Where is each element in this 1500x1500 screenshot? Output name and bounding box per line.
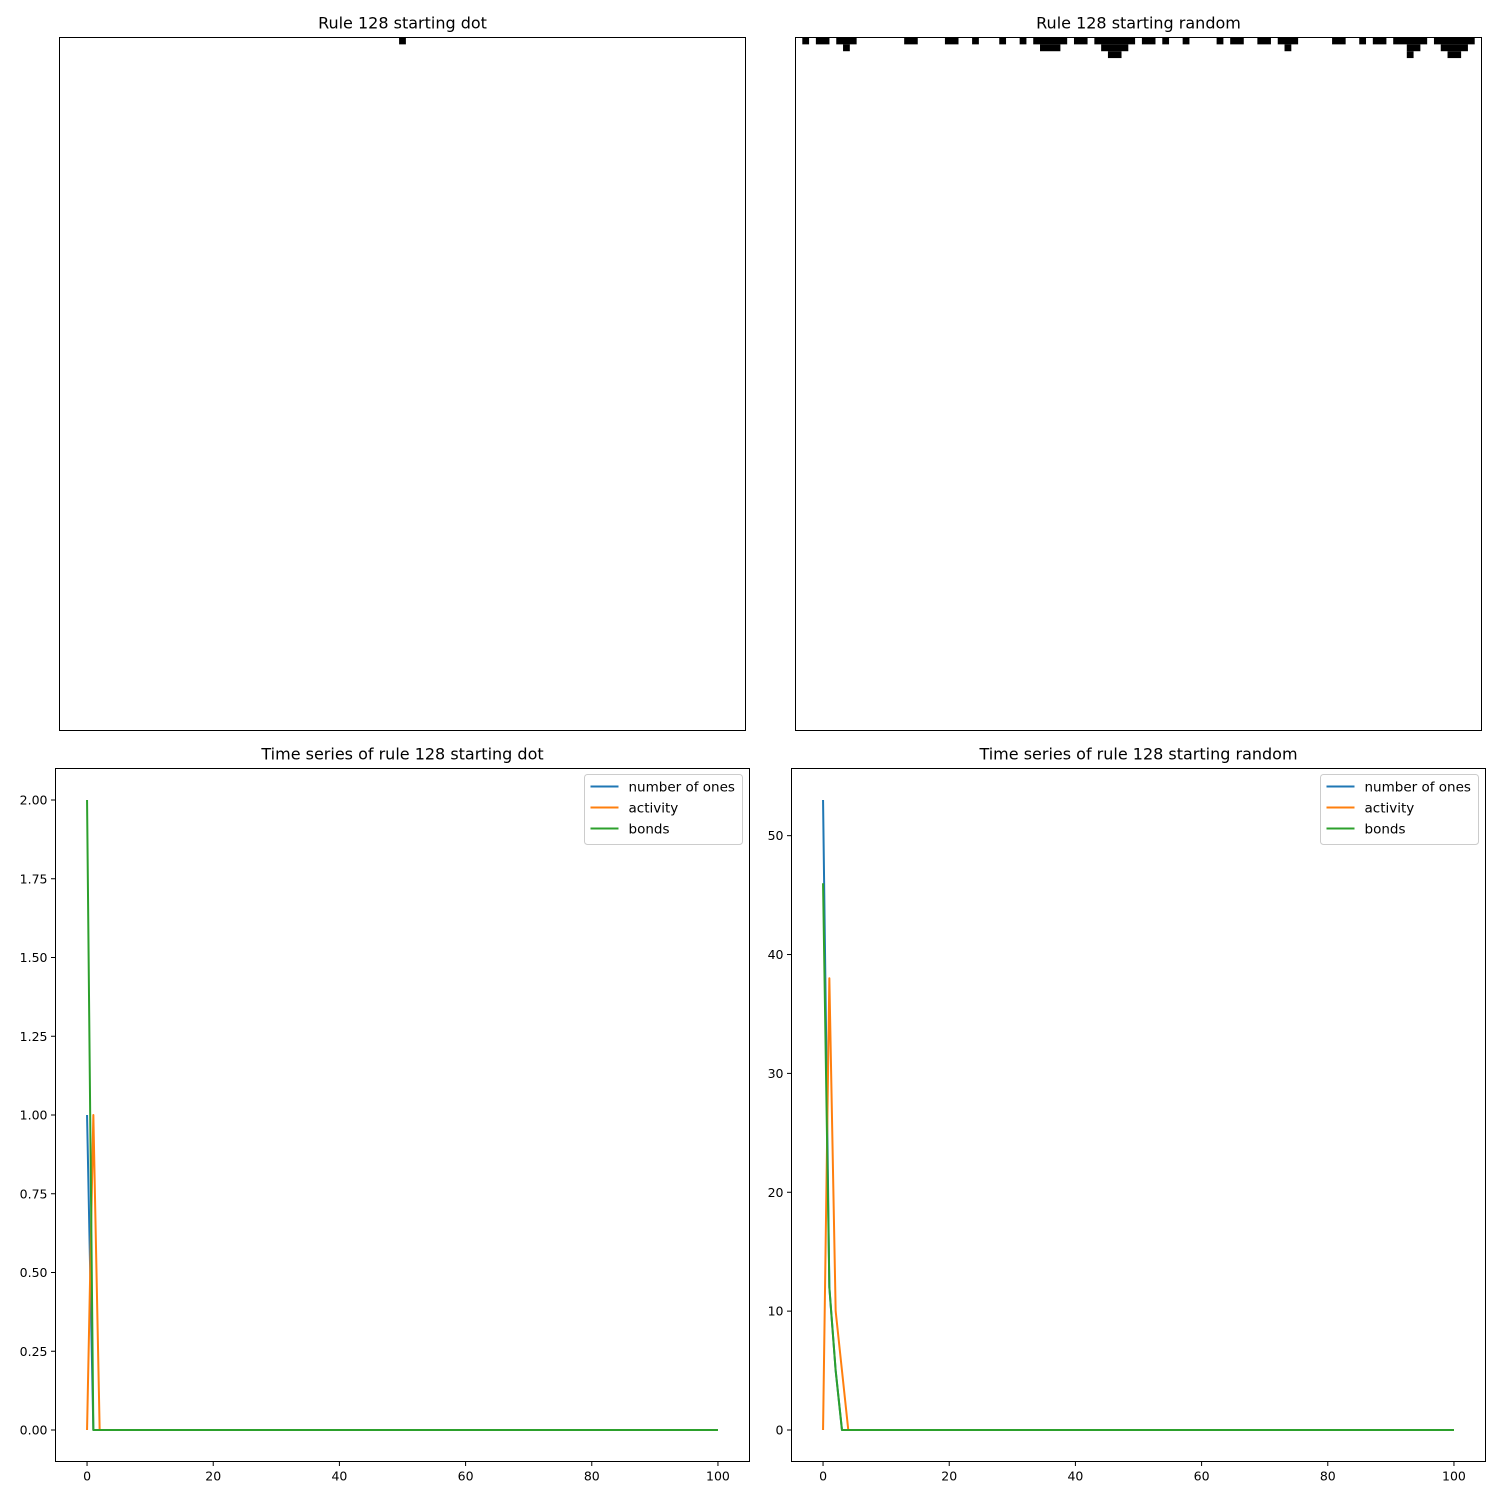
y-tick-label: 0.00 — [20, 1423, 48, 1438]
heatmap-cell — [1040, 44, 1061, 52]
x-tick-label: 20 — [205, 1469, 221, 1484]
heatmap-cell — [1393, 37, 1428, 45]
series-line-activity — [822, 977, 1454, 1431]
axes-frame — [791, 768, 1486, 1462]
legend-box — [1320, 774, 1479, 845]
heatmap-cell — [999, 37, 1007, 45]
x-tick-label: 100 — [706, 1469, 730, 1484]
heatmap-cell — [944, 37, 959, 45]
axes-frame — [59, 37, 746, 731]
legend: number of ones activity bonds — [1320, 774, 1479, 845]
heatmap-cell — [815, 37, 830, 45]
heatmap-cell — [1094, 37, 1136, 45]
x-tick-label: 80 — [1320, 1469, 1336, 1484]
heatmap-cell — [1216, 37, 1224, 45]
heatmap-panel: Rule 128 starting dot — [59, 14, 746, 731]
x-tick-label: 0 — [819, 1469, 827, 1484]
heatmap-cell — [1141, 37, 1156, 45]
x-tick-label: 20 — [941, 1469, 957, 1484]
x-tick-label: 60 — [458, 1469, 474, 1484]
chart-title: Rule 128 starting random — [1036, 14, 1241, 33]
legend: number of ones activity bonds — [584, 774, 743, 845]
heatmap-cell — [1257, 37, 1271, 45]
heatmap-cell — [1277, 37, 1299, 45]
legend-label: activity — [1365, 801, 1415, 817]
heatmap-cell — [1162, 37, 1170, 45]
legend-box — [584, 774, 743, 845]
line-chart-panel: 0 20 40 60 80 100 0.00 0.25 0.50 0.75 1.00 1.25 1.50… — [20, 745, 750, 1484]
chart-title: Time series of rule 128 starting dot — [260, 745, 543, 764]
heatmap-cell — [1019, 37, 1027, 45]
heatmap-cell — [1406, 44, 1421, 52]
legend-label: bonds — [1365, 822, 1406, 838]
legend-label: activity — [629, 801, 679, 817]
heatmap-background — [59, 37, 746, 731]
heatmap-background — [795, 37, 1482, 731]
chart-title: Rule 128 starting dot — [318, 14, 487, 33]
y-tick-label: 1.00 — [20, 1108, 48, 1123]
heatmap-cell — [1372, 37, 1387, 45]
y-tick-label: 0.25 — [20, 1344, 48, 1359]
heatmap-cell — [1406, 51, 1414, 59]
axes-frame — [55, 768, 750, 1462]
chart-title: Time series of rule 128 starting random — [978, 745, 1297, 764]
heatmap-cell — [843, 44, 850, 52]
heatmap-cell — [972, 37, 979, 45]
heatmap-cell — [836, 37, 857, 45]
heatmap-cell — [1033, 37, 1068, 45]
x-tick-label: 40 — [1067, 1469, 1083, 1484]
series-line-number-of-ones — [86, 1114, 718, 1431]
heatmap-cell — [1073, 37, 1088, 45]
heatmap-panel: Rule 128 starting random — [795, 14, 1482, 731]
x-tick-label: 80 — [584, 1469, 600, 1484]
y-tick-label: 0.50 — [20, 1265, 48, 1280]
series-line-bonds — [822, 883, 1454, 1431]
y-tick-label: 0 — [776, 1423, 784, 1438]
series-line-bonds — [86, 799, 718, 1431]
y-tick-label: 1.50 — [20, 950, 48, 965]
heatmap-cell — [1359, 37, 1367, 45]
axes-frame — [795, 37, 1482, 731]
y-tick-label: 40 — [768, 947, 784, 962]
heatmap-cell — [1433, 37, 1475, 45]
x-tick-label: 40 — [331, 1469, 347, 1484]
heatmap-cell — [1440, 44, 1468, 52]
x-tick-label: 60 — [1194, 1469, 1210, 1484]
y-tick-label: 30 — [768, 1066, 784, 1081]
legend-label: number of ones — [629, 780, 735, 796]
heatmap-cell — [802, 37, 810, 45]
y-tick-label: 0.75 — [20, 1186, 48, 1201]
line-chart-panel: 0 20 40 60 80 100 0 10 20 30 40 50 Time series of ru… — [768, 745, 1486, 1484]
heatmap-cell — [1107, 51, 1122, 59]
legend-label: bonds — [629, 822, 670, 838]
y-tick-label: 10 — [768, 1304, 784, 1319]
legend-label: number of ones — [1365, 780, 1471, 796]
x-tick-label: 100 — [1442, 1469, 1466, 1484]
heatmap-cell — [904, 37, 918, 45]
heatmap-cell — [1284, 44, 1292, 52]
x-tick-label: 0 — [83, 1469, 91, 1484]
y-tick-label: 2.00 — [20, 793, 48, 808]
heatmap-cell — [1230, 37, 1244, 45]
y-tick-label: 20 — [768, 1185, 784, 1200]
heatmap-cell — [399, 37, 406, 45]
heatmap-cell — [1182, 37, 1190, 45]
y-tick-label: 1.75 — [20, 871, 48, 886]
heatmap-cell — [1332, 37, 1346, 45]
series-line-number-of-ones — [822, 799, 1454, 1431]
y-tick-label: 1.25 — [20, 1029, 48, 1044]
heatmap-cell — [1447, 51, 1462, 59]
heatmap-cell — [1101, 44, 1129, 52]
y-tick-label: 50 — [768, 828, 784, 843]
series-line-activity — [86, 1114, 718, 1431]
